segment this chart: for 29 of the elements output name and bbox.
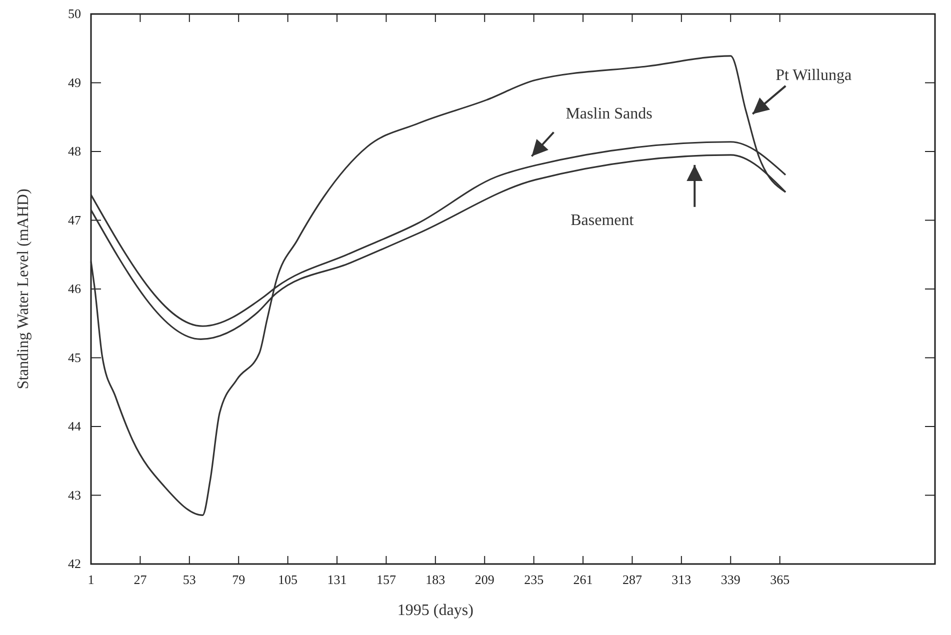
x-tick-label: 53: [182, 572, 196, 587]
x-tick-label: 79: [232, 572, 246, 587]
x-tick-label: 209: [474, 572, 494, 587]
y-tick-label: 44: [68, 418, 82, 434]
text: Pt Willunga: [776, 66, 852, 84]
x-tick-label: 365: [770, 572, 790, 587]
y-tick-label: 48: [68, 144, 81, 158]
x-tick-label: 235: [524, 572, 544, 587]
y-tick-label: 50: [68, 6, 81, 21]
text: Basement: [570, 212, 634, 229]
x-axis-title: 1995 (days): [397, 602, 474, 619]
y-tick-label: 46: [68, 281, 82, 296]
x-tick-label: 157: [376, 572, 396, 587]
x-tick-label: 105: [278, 572, 298, 587]
x-tick-label: 287: [622, 572, 642, 587]
x-tick-label: 339: [720, 572, 740, 587]
x-tick-label: 1: [88, 572, 94, 587]
x-tick-label: 131: [327, 572, 347, 587]
y-tick-label: 42: [68, 556, 81, 571]
y-tick-label: 43: [68, 487, 81, 502]
x-tick-label: 313: [672, 572, 692, 587]
x-tick-label: 261: [573, 572, 593, 587]
y-tick-label: 47: [68, 212, 82, 228]
y-tick-label: 45: [68, 350, 81, 365]
y-axis-title: Standing Water Level (mAHD): [15, 188, 32, 390]
x-tick-label: 183: [426, 572, 446, 587]
x-tick-label: 27: [134, 572, 148, 587]
y-tick-label: 49: [68, 74, 81, 90]
series-label: Maslin Sands: [566, 105, 652, 122]
